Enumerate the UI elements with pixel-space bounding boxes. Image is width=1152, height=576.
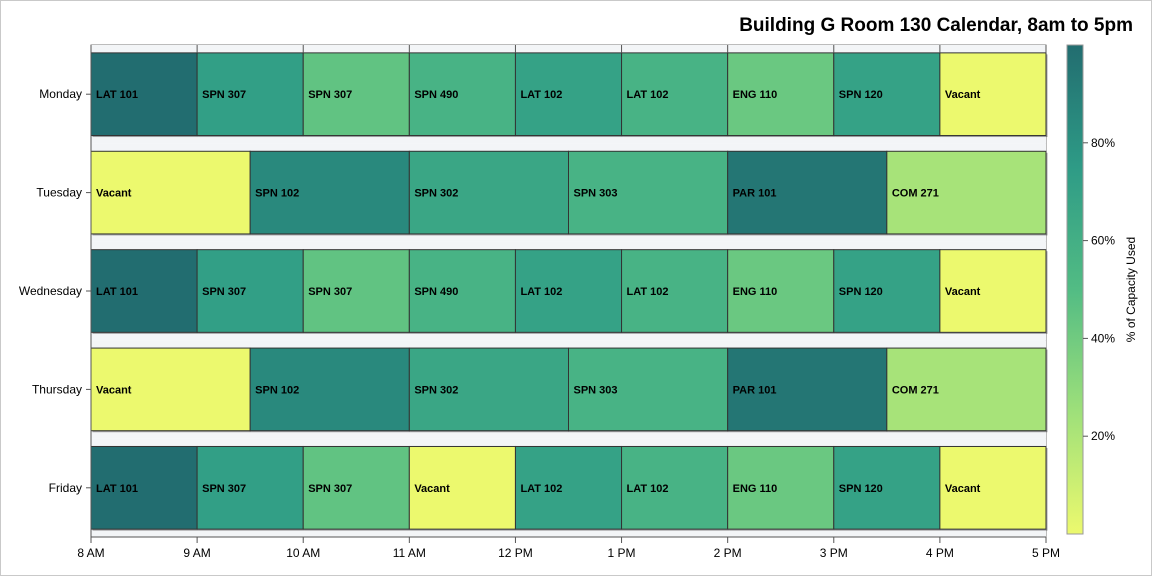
y-tick-label: Monday	[39, 87, 82, 101]
x-tick-label: 9 AM	[183, 546, 210, 560]
event-bar	[568, 347, 729, 432]
event-bar	[408, 52, 516, 137]
event-label: LAT 102	[627, 89, 669, 101]
event-bar	[302, 249, 410, 333]
x-tick-label: 2 PM	[714, 546, 742, 560]
event-bar	[249, 347, 410, 432]
x-tick-label: 1 PM	[608, 546, 636, 560]
event-label: Vacant	[414, 483, 450, 495]
event-label: Vacant	[96, 188, 132, 200]
event-bar	[90, 52, 198, 137]
x-tick-label: 10 AM	[286, 546, 320, 560]
event-label: LAT 101	[96, 286, 138, 298]
event-label: SPN 490	[414, 89, 458, 101]
event-label: LAT 102	[520, 483, 562, 495]
event-label: PAR 101	[733, 384, 777, 396]
event-bar	[886, 150, 1047, 235]
x-tick-label: 8 AM	[77, 546, 104, 560]
event-bar	[90, 249, 198, 333]
colorbar-tick-label: 60%	[1091, 234, 1115, 248]
event-label: SPN 120	[839, 483, 883, 495]
event-bar	[727, 445, 835, 530]
event-bar	[514, 249, 623, 333]
event-bar	[727, 150, 888, 235]
event-bar	[621, 52, 729, 137]
event-label: SPN 307	[308, 483, 352, 495]
event-label: SPN 490	[414, 286, 458, 298]
event-bar	[621, 249, 729, 333]
event-label: SPN 303	[574, 384, 618, 396]
event-bar	[727, 52, 835, 137]
colorbar-title: % of Capacity Used	[1124, 237, 1138, 342]
event-label: SPN 307	[308, 89, 352, 101]
event-bar	[833, 445, 941, 530]
event-bar	[90, 347, 251, 432]
event-bar	[727, 249, 835, 333]
event-bar	[408, 150, 570, 235]
event-bar	[249, 150, 410, 235]
x-tick-label: 5 PM	[1032, 546, 1060, 560]
event-label: SPN 307	[202, 483, 246, 495]
event-label: LAT 102	[627, 286, 669, 298]
event-label: LAT 102	[520, 286, 562, 298]
event-label: LAT 102	[520, 89, 562, 101]
x-tick-label: 4 PM	[926, 546, 954, 560]
event-bar	[886, 347, 1047, 432]
event-label: Vacant	[945, 286, 981, 298]
event-bar	[302, 52, 410, 137]
event-label: SPN 102	[255, 384, 299, 396]
event-label: LAT 101	[96, 89, 138, 101]
event-bar	[302, 445, 410, 530]
event-label: SPN 120	[839, 89, 883, 101]
event-bar	[408, 347, 570, 432]
x-tick-label: 12 PM	[498, 546, 533, 560]
event-bar	[939, 445, 1047, 530]
event-bar	[939, 52, 1047, 137]
y-tick-label: Thursday	[32, 382, 82, 396]
event-bar	[568, 150, 729, 235]
event-bar	[196, 52, 304, 137]
event-label: COM 271	[892, 188, 939, 200]
event-bar	[833, 52, 941, 137]
event-bar	[621, 445, 729, 530]
colorbar	[1066, 44, 1084, 535]
event-label: ENG 110	[733, 483, 778, 495]
event-bar	[833, 249, 941, 333]
event-label: Vacant	[945, 89, 981, 101]
colorbar-tick-label: 80%	[1091, 136, 1115, 150]
event-label: Vacant	[96, 384, 132, 396]
chart-title: Building G Room 130 Calendar, 8am to 5pm	[739, 15, 1133, 36]
x-tick-label: 3 PM	[820, 546, 848, 560]
event-label: LAT 101	[96, 483, 138, 495]
event-label: SPN 307	[308, 286, 352, 298]
event-label: SPN 302	[414, 384, 458, 396]
event-label: ENG 110	[733, 286, 778, 298]
event-bar	[196, 445, 304, 530]
event-label: SPN 303	[574, 188, 618, 200]
event-bar	[90, 150, 251, 235]
event-label: SPN 102	[255, 188, 299, 200]
event-label: SPN 120	[839, 286, 883, 298]
event-label: ENG 110	[733, 89, 778, 101]
event-bar	[727, 347, 888, 432]
event-label: SPN 302	[414, 188, 458, 200]
x-tick-label: 11 AM	[393, 546, 426, 560]
y-tick-label: Tuesday	[36, 186, 82, 200]
y-tick-label: Wednesday	[19, 284, 82, 298]
colorbar-tick-label: 20%	[1091, 429, 1115, 443]
event-label: PAR 101	[733, 188, 777, 200]
event-bar	[514, 52, 623, 137]
colorbar-tick-label: 40%	[1091, 331, 1115, 345]
event-label: Vacant	[945, 483, 981, 495]
event-label: SPN 307	[202, 89, 246, 101]
y-tick-label: Friday	[49, 481, 82, 495]
event-bar	[939, 249, 1047, 333]
event-bar	[196, 249, 304, 333]
event-label: COM 271	[892, 384, 939, 396]
event-label: LAT 102	[627, 483, 669, 495]
event-label: SPN 307	[202, 286, 246, 298]
